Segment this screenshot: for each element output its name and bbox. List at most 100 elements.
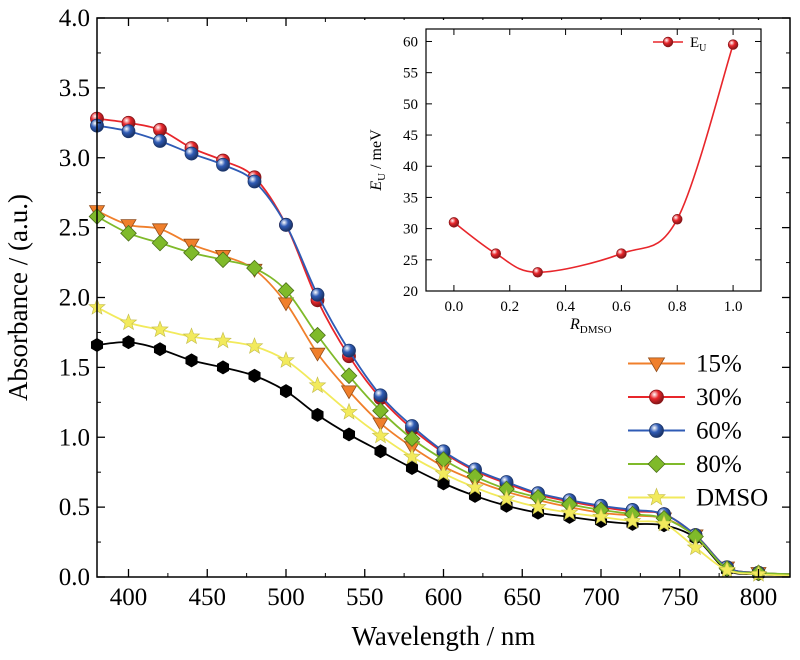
legend-marker: [649, 423, 664, 438]
data-point: [277, 351, 295, 368]
inset-frame: [425, 28, 762, 292]
inset-y-title-sub: U: [376, 173, 388, 181]
series-line: [96, 306, 791, 577]
data-point: [216, 360, 230, 375]
y-tick-label: 0.5: [59, 494, 90, 521]
inset-data-point: [727, 39, 739, 50]
data-point: [405, 461, 419, 475]
inset-data-point: [672, 214, 683, 225]
legend-label: 80%: [696, 451, 742, 478]
inset-legend-main: E: [690, 35, 699, 51]
inset-y-tick-label: 20: [403, 284, 418, 300]
y-tick-label: 2.0: [59, 285, 90, 312]
y-tick-label: 1.0: [59, 424, 90, 451]
inset-x-tick-label: 0.2: [500, 299, 519, 315]
inset-x-tick-label: 1.0: [724, 299, 743, 315]
data-point: [655, 514, 673, 532]
data-point: [309, 347, 326, 362]
inset-x-title-main: R: [569, 316, 580, 333]
x-tick-label: 400: [110, 584, 148, 611]
data-point: [248, 368, 261, 383]
legend-label: 30%: [696, 384, 742, 411]
legend-item-60%: 60%: [628, 418, 742, 445]
inset-background: [360, 20, 780, 338]
data-point: [153, 134, 167, 148]
main-legend: DMF15%30%60%80%DMSO: [628, 317, 768, 512]
data-point: [277, 297, 295, 312]
legend-marker: [647, 455, 666, 473]
data-point: [151, 223, 169, 238]
legend-item-30%: 30%: [628, 384, 742, 411]
y-tick-label: 3.0: [59, 145, 90, 172]
data-point: [151, 234, 169, 252]
main-series-layer: [88, 111, 791, 582]
legend-label: 60%: [696, 418, 742, 445]
legend-marker: [647, 487, 666, 506]
x-tick-label: 600: [425, 584, 463, 611]
data-point: [340, 402, 358, 420]
y-axis-title: Absorbance / (a.u.): [3, 194, 33, 401]
data-point: [279, 217, 293, 232]
inset-x-tick-label: 0.6: [612, 299, 631, 315]
data-point: [372, 402, 389, 420]
data-point: [310, 287, 325, 302]
data-point: [403, 447, 421, 465]
x-tick-label: 800: [740, 584, 778, 611]
data-point: [214, 331, 232, 349]
data-point: [437, 476, 450, 491]
data-point: [247, 174, 262, 189]
data-point: [182, 327, 201, 345]
inset-x-tick-label: 0.4: [556, 299, 575, 315]
inset-data-point: [616, 248, 627, 259]
data-point: [560, 503, 579, 521]
x-tick-label: 450: [189, 584, 227, 611]
x-tick-label: 750: [661, 584, 699, 611]
inset-legend: EU: [653, 35, 707, 54]
data-point: [185, 353, 198, 368]
legend-item-15%: 15%: [628, 351, 742, 378]
inset-y-tick-label: 45: [403, 128, 418, 144]
data-point: [119, 313, 138, 331]
inset-x-title-sub: DMSO: [580, 324, 612, 336]
data-point: [214, 251, 232, 269]
data-point: [279, 384, 293, 399]
inset-y-tick-label: 55: [403, 66, 418, 82]
y-tick-label: 0.0: [59, 564, 90, 591]
data-point: [151, 320, 169, 338]
data-point: [183, 244, 200, 262]
main-axes: 0.0 0.5 1.0 1.5 2.0 2.5 3.0 3.5 4.0 400 450 500 550 6…: [3, 5, 791, 651]
data-point: [340, 367, 358, 385]
legend-item-80%: 80%: [628, 451, 742, 478]
inset-series: [448, 39, 739, 278]
inset-chart: 20 25 30 35 40 45 50 55 60 0.0 0.2 0.4 0.6 0.8 1.0 RDMS…: [360, 20, 780, 338]
inset-y-tick-label: 50: [403, 97, 418, 113]
inset-data-point: [532, 267, 543, 278]
inset-y-tick-label: 35: [403, 190, 418, 206]
y-tick-label: 3.5: [59, 75, 90, 102]
x-tick-label: 700: [582, 584, 620, 611]
legend-label: 15%: [696, 351, 742, 378]
inset-y-tick-label: 25: [403, 253, 418, 269]
data-point: [497, 489, 516, 507]
data-point: [371, 426, 390, 444]
inset-x-tick-label: 0.0: [445, 299, 464, 315]
legend-marker: [649, 389, 664, 405]
legend-item-DMSO: DMSO: [628, 485, 768, 512]
data-point: [153, 342, 167, 357]
data-point: [277, 282, 295, 299]
data-point: [529, 497, 547, 515]
data-point: [466, 478, 484, 496]
inset-data-point: [490, 248, 501, 259]
data-point: [121, 124, 136, 139]
data-point: [122, 335, 135, 350]
legend-marker: [647, 357, 666, 373]
x-tick-label: 550: [346, 584, 384, 611]
data-point: [686, 538, 705, 556]
inset-x-tick-label: 0.8: [668, 299, 687, 315]
data-point: [373, 388, 388, 403]
data-point: [623, 511, 642, 529]
data-point: [216, 157, 230, 172]
series-DMSO: [88, 297, 791, 582]
